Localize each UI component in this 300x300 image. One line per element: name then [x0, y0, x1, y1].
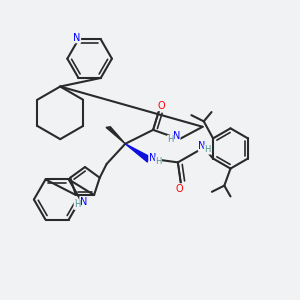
Text: N: N [172, 131, 180, 141]
Text: N: N [73, 33, 81, 43]
Text: N: N [149, 153, 156, 163]
Text: H: H [155, 157, 161, 166]
Polygon shape [125, 144, 149, 162]
Text: O: O [157, 101, 165, 111]
Text: N: N [80, 197, 87, 207]
Text: H: H [74, 200, 80, 209]
Polygon shape [106, 127, 125, 144]
Text: O: O [176, 184, 183, 194]
Text: H: H [204, 145, 211, 154]
Text: H: H [168, 135, 174, 144]
Text: N: N [198, 141, 206, 151]
